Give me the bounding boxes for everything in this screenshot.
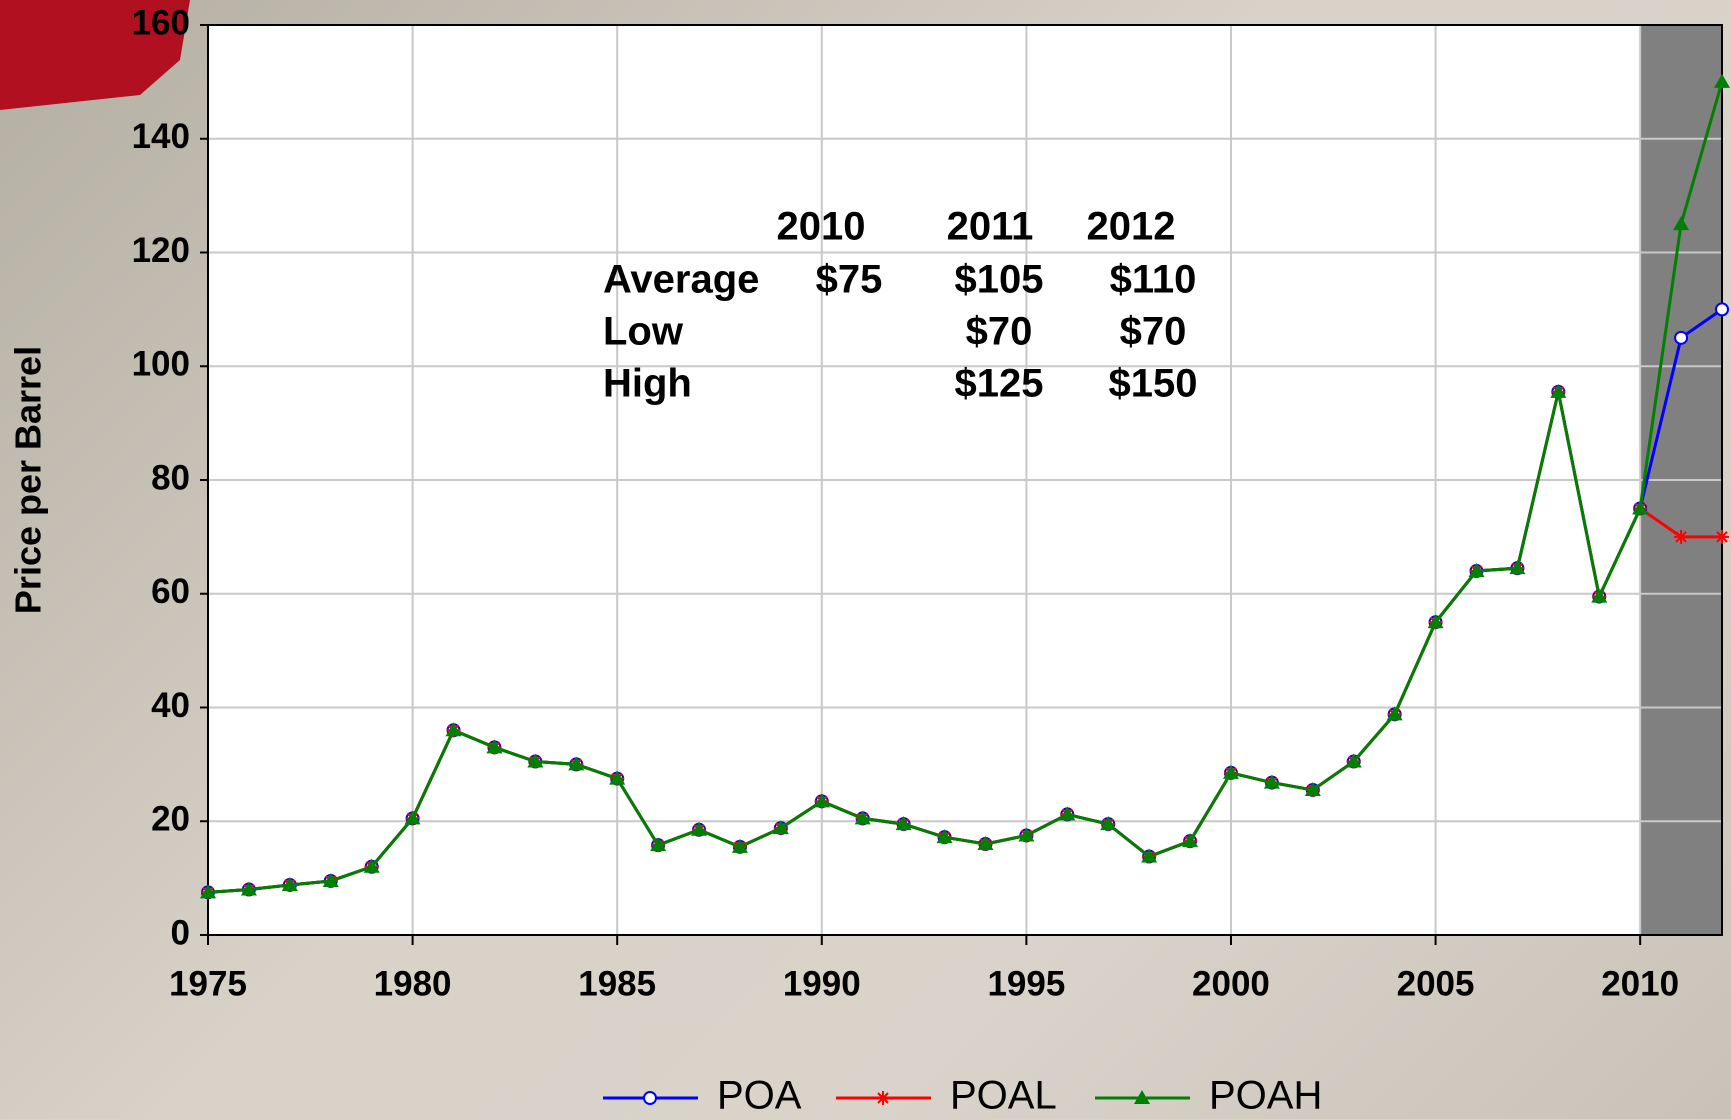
annotation-label: High [603,362,692,406]
data-point [772,820,789,835]
series-line [207,81,1724,894]
data-point [568,756,585,771]
annotation-header: 2010 [777,205,866,249]
data-point [1591,588,1608,603]
data-point [936,829,953,844]
data-point [1059,806,1076,821]
legend-marker [643,1091,657,1105]
y-tick-label: 140 [132,117,190,156]
data-point [1673,216,1690,231]
data-point [1674,529,1689,544]
data-point [813,793,830,808]
x-tick-label: 1990 [783,964,861,1003]
data-point [1263,774,1280,789]
data-point [1509,560,1526,575]
data-point [1222,764,1239,779]
data-point [445,722,462,737]
data-point [1550,383,1567,398]
data-point [1386,706,1403,721]
legend-marker [1134,1090,1150,1104]
legend-marker [876,1091,890,1105]
data-point [1632,500,1649,515]
y-tick-label: 60 [151,572,190,611]
y-tick-label: 120 [132,231,190,270]
annotation-value: $70 [966,310,1033,354]
x-tick-label: 2005 [1397,964,1475,1003]
data-point [1715,529,1729,544]
y-tick-label: 80 [151,458,190,497]
y-tick-label: 0 [171,913,190,952]
x-tick-label: 1995 [987,964,1065,1003]
annotation-value: $105 [955,258,1044,302]
data-point [1345,753,1362,768]
annotation-value: $75 [816,258,883,302]
y-tick-label: 20 [151,800,190,839]
data-point [1304,781,1321,796]
data-point [1468,563,1485,577]
decoration [0,0,190,110]
x-tick-label: 1980 [374,964,452,1003]
x-tick-label: 2010 [1601,964,1679,1003]
x-tick-label: 2000 [1192,964,1270,1003]
data-point [1715,302,1729,317]
data-point [977,836,994,850]
annotation-label: Average [603,258,759,302]
data-point [200,884,216,899]
data-point [731,838,748,853]
data-point [363,858,380,873]
x-tick-label: 1975 [169,964,247,1003]
legend-label: POAH [1209,1074,1322,1118]
x-tick-label: 1985 [578,964,656,1003]
legend-label: POA [717,1074,802,1118]
data-point [691,821,708,836]
data-point [1427,614,1444,629]
annotation-label: Low [603,310,684,354]
annotation-value: $110 [1110,258,1197,302]
annotation-value: $150 [1109,362,1198,406]
data-point [527,753,544,768]
data-point [240,881,257,896]
plot-border [207,24,1723,936]
y-axis-title: Price per Barrel [8,346,49,614]
data-point [854,810,871,825]
data-point [650,837,667,852]
data-point [1018,827,1035,842]
annotation-header: 2011 [947,205,1034,249]
data-point [322,872,339,887]
annotation-value: $70 [1120,310,1187,354]
data-point [895,816,912,831]
data-point [609,770,626,785]
data-point [1100,816,1117,831]
data-point [281,876,298,891]
annotation-header: 2012 [1087,205,1176,249]
data-point [1674,330,1689,345]
y-tick-label: 100 [132,345,190,384]
y-tick-label: 160 [132,3,190,42]
data-point [1182,833,1199,848]
legend-label: POAL [950,1074,1057,1118]
annotation-value: $125 [955,362,1044,406]
data-point [404,810,421,825]
data-point [486,739,503,754]
data-point [1141,848,1158,863]
y-tick-label: 40 [151,686,190,725]
data-point [1714,73,1730,88]
